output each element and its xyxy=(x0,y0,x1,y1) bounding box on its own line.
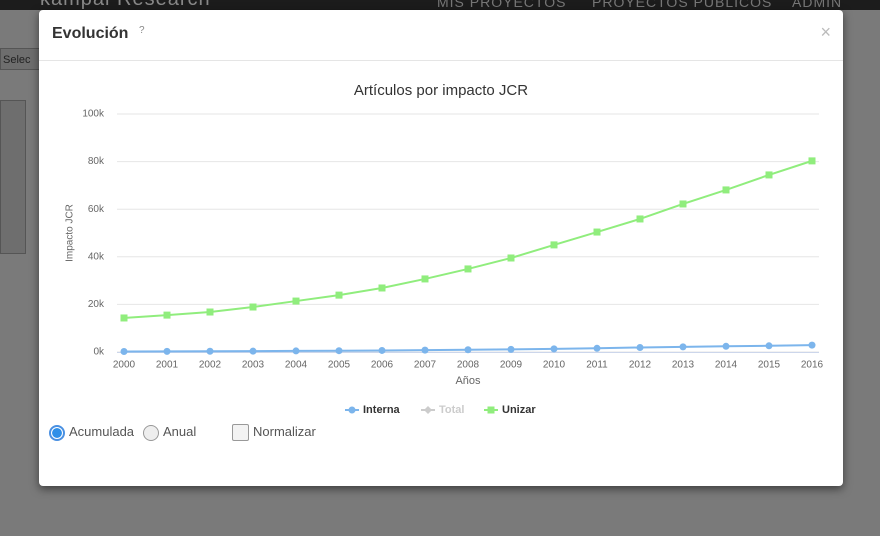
x-tick-label: 2009 xyxy=(500,360,523,371)
x-tick-label: 2010 xyxy=(543,360,566,371)
x-tick-label: 2002 xyxy=(199,360,222,371)
logo[interactable]: kampal Research xyxy=(40,0,211,10)
radio-option[interactable]: Acumulada xyxy=(49,424,134,441)
data-point xyxy=(679,200,687,208)
nav-item[interactable]: MIS PROYECTOS xyxy=(437,0,567,10)
x-tick-label: 2003 xyxy=(242,360,265,371)
select-button[interactable]: Selec xyxy=(0,48,40,70)
y-tick-label: 20k xyxy=(88,299,105,310)
data-point xyxy=(636,215,644,223)
data-point xyxy=(378,284,386,292)
data-point xyxy=(163,347,171,355)
series-line xyxy=(123,159,813,319)
box[interactable] xyxy=(232,424,249,442)
data-point xyxy=(808,341,816,349)
y-tick-label: 40k xyxy=(88,251,105,262)
y-tick-label: 80k xyxy=(88,156,105,167)
data-point xyxy=(593,344,601,352)
data-point xyxy=(206,347,214,355)
help-icon[interactable]: ? xyxy=(139,25,145,36)
x-tick-label: 2004 xyxy=(285,360,308,371)
x-tick-label: 2014 xyxy=(715,360,738,371)
data-point xyxy=(335,347,343,355)
modal: Evolución ? × xyxy=(39,10,843,486)
y-tick-label: 100k xyxy=(82,109,105,120)
data-point xyxy=(378,346,386,354)
data-point xyxy=(120,348,128,356)
data-point xyxy=(679,343,687,351)
data-point xyxy=(550,345,558,353)
data-point xyxy=(722,186,730,194)
modal-header: Evolución ? × xyxy=(39,10,843,61)
nav-item[interactable]: PROYECTOS PÚBLICOS xyxy=(592,0,773,10)
radio-option[interactable]: Anual xyxy=(143,424,196,441)
data-point xyxy=(292,347,300,355)
control-label[interactable]: Anual xyxy=(163,424,197,439)
sidebar-icons xyxy=(0,100,26,254)
data-point xyxy=(464,346,472,354)
x-tick-label: 2016 xyxy=(801,360,824,371)
radio[interactable] xyxy=(49,424,65,441)
data-point xyxy=(120,314,128,322)
x-tick-label: 2015 xyxy=(758,360,781,371)
x-tick-label: 2012 xyxy=(629,360,652,371)
data-point xyxy=(636,343,644,351)
data-point xyxy=(765,171,773,179)
x-tick-label: 2006 xyxy=(371,360,394,371)
x-tick-label: 2008 xyxy=(457,360,480,371)
x-tick-label: 2011 xyxy=(586,360,608,371)
modal-title: Evolución xyxy=(52,25,129,42)
checkbox-option[interactable]: Normalizar xyxy=(232,424,316,442)
legend-label[interactable]: Unizar xyxy=(502,404,536,416)
chart-title: Artículos por impacto JCR xyxy=(354,82,528,99)
x-tick-label: 2001 xyxy=(156,360,179,371)
data-point xyxy=(163,311,171,319)
nav-item[interactable]: ADMIN xyxy=(792,0,843,10)
y-tick-label: 0k xyxy=(93,347,105,358)
legend-label[interactable]: Interna xyxy=(363,404,401,416)
legend-marker xyxy=(348,406,356,414)
navbar: kampal Research MIS PROYECTOS PROYECTOS … xyxy=(0,0,880,10)
x-tick-label: 2005 xyxy=(328,360,351,371)
x-tick-label: 2000 xyxy=(113,360,136,371)
data-point xyxy=(722,342,730,350)
data-point xyxy=(507,254,515,262)
data-point xyxy=(765,342,773,350)
data-point xyxy=(593,228,601,236)
control-label[interactable]: Normalizar xyxy=(253,424,316,439)
data-point xyxy=(206,308,214,316)
radio[interactable] xyxy=(143,424,159,441)
x-tick-label: 2007 xyxy=(414,360,437,371)
data-point xyxy=(421,346,429,354)
legend-marker xyxy=(424,406,432,414)
data-point xyxy=(507,345,515,353)
legend-marker xyxy=(487,406,495,414)
control-label[interactable]: Acumulada xyxy=(69,424,135,439)
y-axis-label: Impacto JCR xyxy=(65,204,76,262)
data-point xyxy=(249,347,257,355)
x-tick-label: 2013 xyxy=(672,360,695,371)
data-point xyxy=(808,157,816,165)
data-point xyxy=(292,297,300,305)
x-axis-label: Años xyxy=(455,375,481,387)
y-tick-label: 60k xyxy=(88,204,105,215)
data-point xyxy=(421,275,429,283)
data-point xyxy=(335,291,343,299)
close-button[interactable]: × xyxy=(820,22,831,42)
data-point xyxy=(464,265,472,273)
data-point xyxy=(249,303,257,311)
data-point xyxy=(550,241,558,249)
legend-label[interactable]: Total xyxy=(439,404,464,416)
